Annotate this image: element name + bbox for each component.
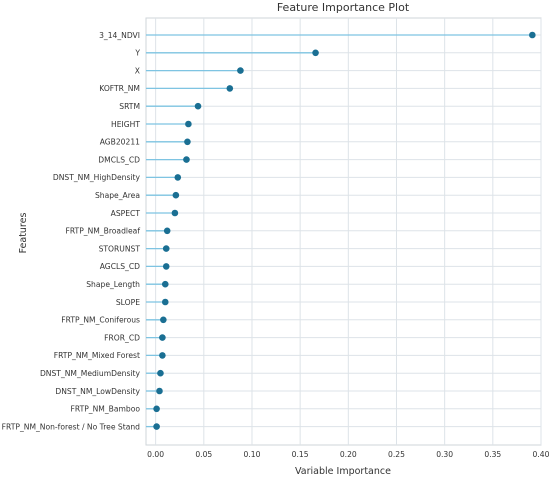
marker-HEIGHT — [185, 120, 192, 128]
x-tick-label: 0.30 — [436, 450, 453, 459]
category-label: AGB20211 — [100, 138, 140, 147]
category-label: FRTP_NM_Coniferous — [61, 316, 140, 325]
category-label: KOFTR_NM — [99, 84, 140, 93]
chart-title: Feature Importance Plot — [277, 1, 410, 14]
category-label: AGCLS_CD — [100, 262, 140, 271]
category-label: ASPECT — [111, 209, 141, 218]
marker-Shape_Area — [172, 191, 180, 199]
marker-STORUNST — [162, 245, 170, 252]
category-label: FRTP_NM_Non-forest / No Tree Stand — [2, 422, 141, 431]
marker-FRTP_NM_Non-forest / No Tree Stand — [153, 423, 160, 430]
category-label: SRTM — [119, 102, 140, 111]
plot-background — [145, 17, 542, 446]
category-label: DNST_NM_MediumDensity — [40, 369, 141, 378]
category-label: SLOPE — [116, 298, 140, 307]
marker-DMCLS_CD — [183, 156, 190, 163]
marker-SRTM — [194, 102, 202, 110]
category-label: Shape_Length — [86, 280, 140, 289]
marker-SLOPE — [161, 298, 169, 306]
x-tick-label: 0.15 — [292, 450, 309, 459]
y-category-labels: 3_14_NDVI YX KOFTR_NM SRTM HEIGHT AGB20211 DMC… — [2, 31, 141, 432]
x-tick-label: 0.00 — [147, 450, 164, 459]
markers — [153, 31, 536, 430]
marker-KOFTR_NM — [226, 85, 234, 92]
x-tick-label: 0.20 — [340, 450, 357, 459]
category-label: X — [135, 66, 140, 75]
category-label: FRTP_NM_Mixed Forest — [54, 351, 140, 360]
marker-ASPECT — [171, 209, 179, 217]
x-tick-label: 0.10 — [244, 450, 261, 459]
marker-X — [237, 67, 244, 74]
category-label: DMCLS_CD — [98, 155, 140, 164]
category-label: FRTP_NM_Bamboo — [70, 405, 140, 414]
category-label: DNST_NM_HighDensity — [53, 173, 141, 182]
x-tick-label: 0.25 — [388, 450, 405, 459]
marker-FROR_CD — [159, 334, 166, 341]
marker-DNST_NM_LowDensity — [156, 387, 163, 395]
category-label: 3_14_NDVI — [99, 31, 140, 40]
category-label: Y — [134, 49, 140, 58]
marker-FRTP_NM_Broadleaf — [163, 227, 171, 235]
marker-Y — [312, 49, 319, 57]
x-tick-label: 0.35 — [484, 450, 501, 459]
category-label: DNST_NM_LowDensity — [55, 387, 140, 396]
marker-Shape_Length — [161, 280, 169, 288]
marker-FRTP_NM_Mixed Forest — [159, 352, 166, 359]
category-label: Shape_Area — [95, 191, 140, 200]
x-tick-labels: 0.00 0.05 0.10 0.15 0.20 0.25 0.30 0.35 0.40 — [147, 450, 549, 459]
x-axis-label: Variable Importance — [295, 466, 391, 477]
x-tick-label: 0.40 — [533, 450, 550, 459]
marker-AGCLS_CD — [162, 263, 170, 270]
y-axis-label: Features — [18, 213, 29, 254]
x-tick-label: 0.05 — [195, 450, 212, 459]
marker-DNST_NM_HighDensity — [174, 174, 182, 181]
category-label: FRTP_NM_Broadleaf — [65, 227, 140, 236]
marker-DNST_NM_MediumDensity — [157, 369, 164, 377]
marker-FRTP_NM_Coniferous — [160, 316, 167, 324]
category-label: STORUNST — [99, 244, 141, 253]
category-label: HEIGHT — [111, 120, 140, 129]
marker-3_14_NDVI — [529, 31, 536, 39]
marker-FRTP_NM_Bamboo — [153, 405, 160, 413]
category-label: FROR_CD — [104, 333, 140, 342]
marker-AGB20211 — [184, 138, 191, 146]
